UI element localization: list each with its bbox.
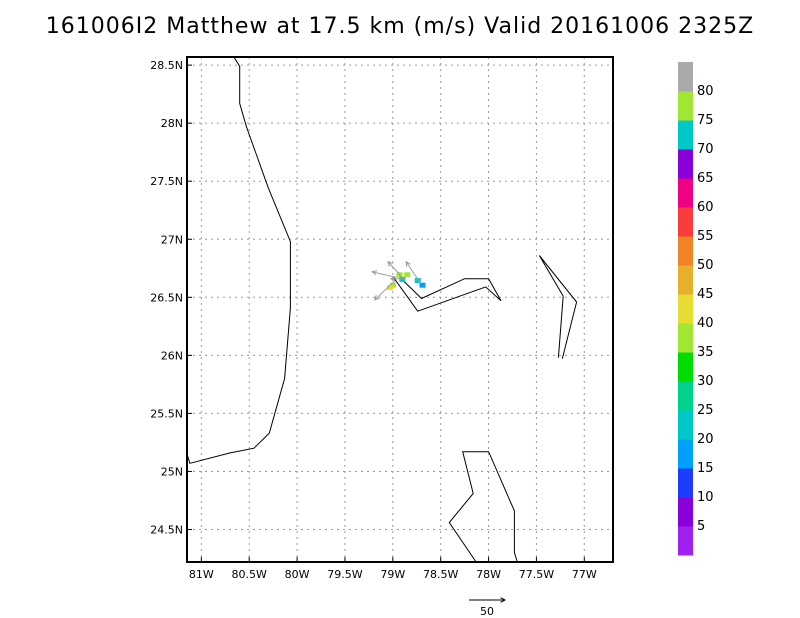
colorbar-swatch	[678, 62, 693, 92]
x-tick-label: 79W	[380, 568, 405, 581]
x-tick-label: 80W	[285, 568, 310, 581]
y-tick-label: 25N	[161, 465, 183, 478]
x-tick-label: 79.5W	[327, 568, 362, 581]
wind-vector-head	[373, 294, 380, 301]
colorbar-swatch	[678, 526, 693, 556]
x-tick-label: 77.5W	[519, 568, 554, 581]
colorbar: 5 10 15 20 25 30 35 40 45 50 55 60 65 70 75 80	[678, 62, 714, 556]
y-tick-label: 28.5N	[150, 59, 183, 72]
colorbar-label: 40	[697, 316, 714, 331]
colorbar-label: 60	[697, 200, 714, 215]
colorbar-label: 20	[697, 432, 714, 447]
colorbar-swatch	[678, 497, 693, 527]
x-tick-label: 78.5W	[423, 568, 458, 581]
colorbar-label: 75	[697, 113, 714, 128]
colorbar-swatch	[678, 294, 693, 324]
map-frame	[186, 56, 614, 563]
y-tick-label: 28N	[161, 117, 183, 130]
x-tick-label: 80.5W	[232, 568, 267, 581]
colorbar-label: 30	[697, 374, 714, 389]
wind-vector-head	[371, 270, 378, 276]
y-axis-ticks: 28.5N 28N 27.5N 27N 26.5N 26N 25.5N 25N 24.5N	[150, 59, 192, 536]
coastline	[392, 273, 502, 312]
wind-vector-head	[389, 276, 396, 282]
colorbar-label: 5	[697, 519, 705, 534]
colorbar-label: 25	[697, 403, 714, 418]
y-tick-label: 26.5N	[150, 291, 183, 304]
colorbar-swatch	[678, 149, 693, 179]
y-tick-label: 26N	[161, 349, 183, 362]
colorbar-label: 70	[697, 142, 714, 157]
colorbar-label: 50	[697, 258, 714, 273]
wind-vector	[374, 280, 396, 301]
y-tick-label: 25.5N	[150, 407, 183, 420]
y-tick-label: 27N	[161, 233, 183, 246]
coastline	[538, 255, 578, 359]
x-axis-ticks: 81W 80.5W 80W 79.5W 79W 78.5W 78W 77.5W 77W	[189, 557, 597, 581]
wind-vector-head	[387, 260, 393, 267]
colorbar-swatch	[678, 120, 693, 150]
wind-vector	[405, 261, 421, 284]
reference-vector: 50	[469, 597, 507, 618]
colorbar-swatch	[678, 352, 693, 382]
x-tick-label: 78W	[476, 568, 501, 581]
y-tick-label: 27.5N	[150, 175, 183, 188]
colorbar-swatch	[678, 178, 693, 208]
colorbar-swatch	[678, 439, 693, 469]
y-tick-label: 24.5N	[150, 523, 183, 536]
grid-lines	[187, 57, 613, 562]
wind-speed-cell	[399, 276, 406, 282]
reference-vector-arrow-head	[500, 597, 507, 603]
coastline	[186, 56, 291, 464]
colorbar-swatch	[678, 410, 693, 440]
x-tick-label: 77W	[572, 568, 597, 581]
colorbar-swatch	[678, 91, 693, 121]
colorbar-swatch	[678, 236, 693, 266]
wind-speed-cell	[386, 285, 393, 291]
coastline	[448, 451, 518, 563]
colorbar-label: 35	[697, 345, 714, 360]
colorbar-swatch	[678, 265, 693, 295]
colorbar-label: 45	[697, 287, 714, 302]
coastlines	[186, 56, 578, 563]
wind-vector	[372, 271, 397, 279]
x-tick-label: 81W	[189, 568, 214, 581]
plot-title: 161006I2 Matthew at 17.5 km (m/s) Valid …	[45, 14, 755, 39]
colorbar-label: 65	[697, 171, 714, 186]
colorbar-swatch	[678, 381, 693, 411]
wind-speed-cell	[404, 272, 411, 278]
colorbar-swatch	[678, 323, 693, 353]
colorbar-swatch	[678, 468, 693, 498]
colorbar-label: 15	[697, 461, 714, 476]
wind-speed-cell	[414, 278, 421, 284]
wind-vector	[387, 261, 403, 278]
colorbar-label: 55	[697, 229, 714, 244]
reference-vector-label: 50	[480, 605, 494, 618]
colorbar-label: 80	[697, 84, 714, 99]
colorbar-label: 10	[697, 490, 714, 505]
wind-vector-head	[405, 260, 411, 267]
wind-speed-cell	[419, 282, 426, 288]
wind-vectors	[371, 260, 421, 301]
colorbar-swatch	[678, 207, 693, 237]
